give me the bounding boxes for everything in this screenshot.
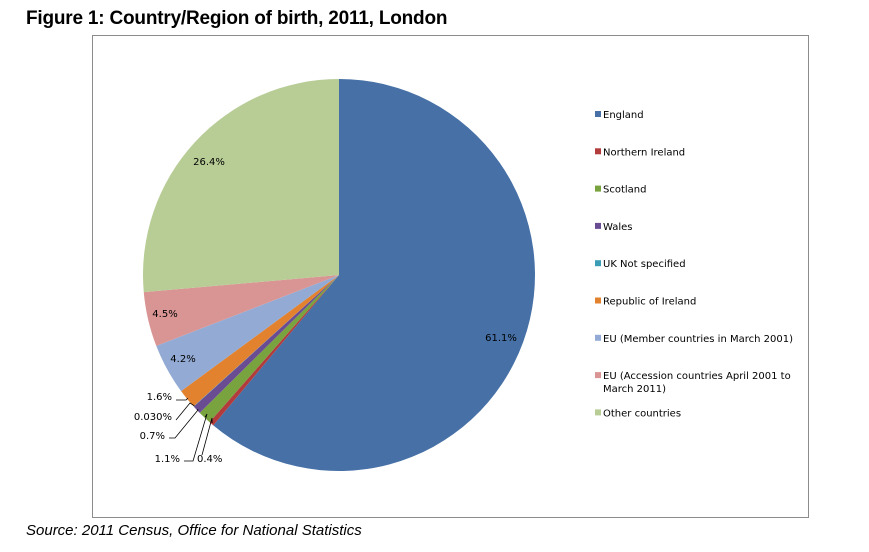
legend-label-wales: Wales — [603, 222, 633, 233]
legend-label-uk-not-specified: UK Not specified — [603, 259, 686, 270]
legend-label-northern-ireland: Northern Ireland — [603, 147, 685, 158]
pie-slices — [143, 79, 535, 471]
legend-swatch-eu-accession-countries-april-2001-to-march-2011 — [595, 372, 601, 379]
figure-title: Figure 1: Country/Region of birth, 2011,… — [26, 8, 448, 29]
pie-slice-eu-member-countries-in-march-2001 — [156, 275, 339, 392]
data-label-republic-of-ireland: 1.6% — [147, 392, 172, 403]
legend-swatch-northern-ireland — [595, 148, 601, 155]
legend-swatch-wales — [595, 222, 601, 229]
leader-line-northern-ireland — [201, 417, 213, 456]
legend-label-other-countries: Other countries — [603, 408, 681, 419]
data-labels: 61.1% 0.4% 1.1% 0.7% 0.030% 1.6% 4.2% 4.5% 26.4% — [134, 157, 517, 465]
data-label-eu-member-countries-in-march-2001: 4.2% — [170, 354, 195, 365]
leader-lines — [169, 397, 213, 462]
legend-item-republic-of-ireland: Republic of Ireland — [595, 297, 696, 308]
legend-item-northern-ireland: Northern Ireland — [595, 147, 685, 158]
legend-item-scotland: Scotland — [595, 185, 646, 196]
pie-slice-other-countries — [143, 79, 339, 293]
legend-swatch-scotland — [595, 185, 601, 192]
data-label-northern-ireland: 0.4% — [197, 454, 222, 465]
pie-slice-eu-accession-countries-april-2001-to-march-2011 — [143, 275, 339, 346]
data-label-eu-accession-countries-april-2001-to-march-2011: 4.5% — [152, 309, 177, 320]
pie-slice-scotland — [199, 275, 339, 423]
pie-slice-wales — [193, 275, 339, 413]
legend-label-republic-of-ireland: Republic of Ireland — [603, 297, 696, 308]
legend-label-england: England — [603, 110, 644, 121]
leader-line-wales — [169, 408, 199, 439]
data-label-england: 61.1% — [485, 333, 517, 344]
data-label-other-countries: 26.4% — [193, 157, 225, 168]
legend-item-uk-not-specified: UK Not specified — [595, 259, 686, 270]
source-note: Source: 2011 Census, Office for National… — [26, 522, 362, 539]
chart-frame — [92, 35, 809, 518]
legend-item-eu-member-countries-in-march-2001: EU (Member countries in March 2001) — [595, 334, 793, 345]
pie-slice-northern-ireland — [209, 275, 339, 426]
leader-line-uk-not-specified — [175, 402, 195, 421]
pie-slice-republic-of-ireland — [181, 275, 339, 407]
legend-swatch-other-countries — [595, 409, 601, 416]
legend-label-eu-member-countries-in-march-2001: EU (Member countries in March 2001) — [603, 334, 793, 345]
legend-swatch-uk-not-specified — [595, 260, 601, 267]
legend-item-eu-accession-countries-april-2001-to-march-2011: EU (Accession countries April 2001 to Mar… — [595, 371, 791, 395]
data-label-uk-not-specified: 0.030% — [134, 412, 172, 423]
legend-label-scotland: Scotland — [603, 185, 646, 196]
data-label-scotland: 1.1% — [155, 454, 180, 465]
pie-slice-england — [213, 79, 535, 471]
legend-swatch-england — [595, 111, 601, 117]
pie-slice-uk-not-specified — [193, 275, 339, 407]
legend-item-england: England — [595, 110, 644, 121]
legend: England Northern Ireland Scotland Wales UK N… — [595, 110, 793, 419]
legend-swatch-republic-of-ireland — [595, 297, 601, 304]
legend-item-wales: Wales — [595, 222, 633, 233]
legend-item-other-countries: Other countries — [595, 408, 681, 419]
data-label-wales: 0.7% — [140, 431, 165, 442]
legend-swatch-eu-member-countries-in-march-2001 — [595, 334, 601, 341]
leader-line-scotland — [184, 413, 208, 462]
legend-label-eu-accession-countries-april-2001-to-march-2011: EU (Accession countries April 2001 to Mar… — [603, 371, 791, 395]
leader-line-republic-of-ireland — [176, 397, 189, 401]
